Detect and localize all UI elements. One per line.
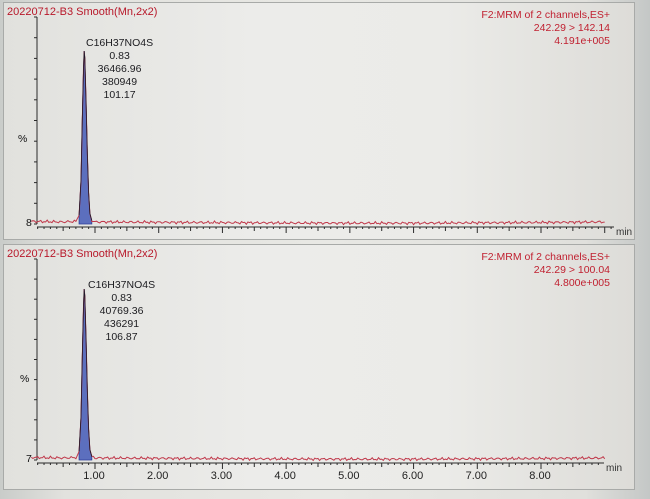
compound-label: C16H37NO4S bbox=[86, 37, 154, 49]
chromatogram-trace bbox=[31, 288, 606, 462]
chromatogram-panel-bottom: 20220712-B3 Smooth(Mn,2x2) F2:MRM of 2 c… bbox=[3, 244, 635, 490]
panel-title: 20220712-B3 Smooth(Mn,2x2) bbox=[7, 248, 158, 260]
x-axis-unit: min bbox=[616, 227, 633, 238]
peak-height: 436291 bbox=[104, 318, 140, 330]
x-axis-tick-labels: 1.00 2.00 3.00 4.00 5.00 6.00 7.00 8.00 bbox=[0, 470, 650, 486]
panel-title: 20220712-B3 Smooth(Mn,2x2) bbox=[7, 6, 158, 18]
chromatogram-panel-top: 20220712-B3 Smooth(Mn,2x2) F2:MRM of 2 c… bbox=[3, 2, 635, 240]
chromatogram-plot-bottom bbox=[31, 258, 606, 469]
signal-to-noise: 101.17 bbox=[103, 89, 136, 101]
x-tick-label: 6.00 bbox=[401, 470, 424, 482]
peak-area: 36466.96 bbox=[97, 63, 142, 75]
channel-mode: F2:MRM of 2 channels,ES+ bbox=[481, 251, 610, 263]
y-axis-min-label: 7 bbox=[26, 453, 32, 465]
compound-label: C16H37NO4S bbox=[88, 279, 156, 291]
x-tick-label: 1.00 bbox=[83, 470, 105, 482]
x-tick-label: 4.00 bbox=[274, 470, 296, 482]
x-tick-label: 2.00 bbox=[146, 470, 169, 482]
chromatogram-trace bbox=[31, 50, 605, 226]
chromatogram-plot-top bbox=[31, 16, 614, 233]
max-intensity: 4.800e+005 bbox=[554, 277, 610, 289]
peak-annotation: C16H37NO4S 0.83 36466.96 380949 101.17 bbox=[86, 37, 153, 102]
signal-to-noise: 106.87 bbox=[105, 331, 138, 343]
x-tick-label: 7.00 bbox=[465, 470, 487, 482]
x-tick-label: 5.00 bbox=[338, 470, 360, 482]
y-axis-unit: % bbox=[20, 373, 30, 385]
peak-outline bbox=[78, 288, 93, 457]
peak-outline bbox=[78, 50, 93, 221]
peak-area: 40769.36 bbox=[99, 305, 144, 317]
channel-transition: 242.29 > 100.04 bbox=[533, 264, 610, 276]
channel-info: F2:MRM of 2 channels,ES+ 242.29 > 100.04… bbox=[481, 251, 610, 290]
channel-transition: 242.29 > 142.14 bbox=[533, 22, 610, 34]
peak-annotation: C16H37NO4S 0.83 40769.36 436291 106.87 bbox=[88, 279, 155, 344]
x-tick-label: 3.00 bbox=[210, 470, 233, 482]
max-intensity: 4.191e+005 bbox=[554, 35, 610, 47]
x-tick-label: 8.00 bbox=[529, 470, 551, 482]
retention-time: 0.83 bbox=[109, 50, 130, 62]
x-axis-unit: min bbox=[606, 463, 623, 474]
y-axis-unit: % bbox=[18, 133, 28, 145]
peak-height: 380949 bbox=[102, 76, 138, 88]
channel-mode: F2:MRM of 2 channels,ES+ bbox=[481, 9, 610, 21]
y-axis-min-label: 8 bbox=[26, 217, 32, 229]
retention-time: 0.83 bbox=[111, 292, 132, 304]
channel-info: F2:MRM of 2 channels,ES+ 242.29 > 142.14… bbox=[481, 9, 610, 48]
